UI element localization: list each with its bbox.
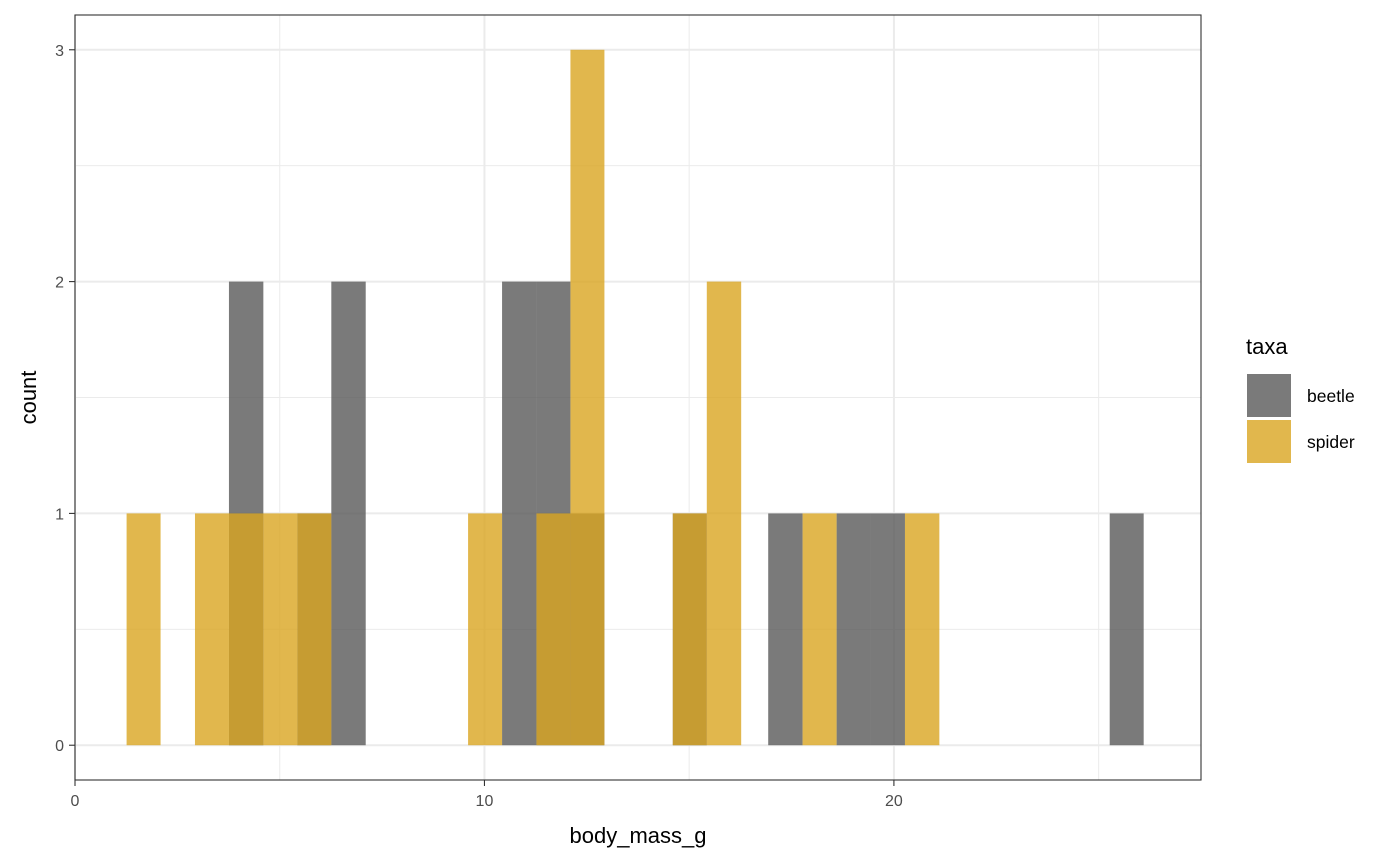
- bar-spider: [672, 513, 707, 746]
- bar-spider: [194, 513, 229, 746]
- bar-beetle: [870, 513, 905, 746]
- bar-beetle: [836, 513, 871, 746]
- y-tick-label: 1: [55, 506, 64, 523]
- y-tick-label: 3: [55, 43, 64, 60]
- legend-label-beetle: beetle: [1307, 386, 1355, 406]
- panel-border: [74, 14, 1202, 781]
- bar-spider: [126, 513, 161, 746]
- axes: 0 10 20 0 1 2 3: [55, 43, 903, 810]
- bar-beetle: [1109, 513, 1144, 746]
- legend-key-beetle: [1247, 374, 1291, 417]
- histogram-bars: [126, 49, 1144, 746]
- legend-items: beetle spider: [1247, 374, 1355, 463]
- bar-beetle: [768, 513, 803, 746]
- bar-spider: [536, 513, 571, 746]
- bar-beetle: [331, 281, 366, 746]
- bar-spider: [468, 513, 503, 746]
- legend-key-spider: [1247, 420, 1291, 463]
- bar-beetle: [502, 281, 537, 746]
- y-tick-label: 0: [55, 738, 64, 755]
- bar-spider: [706, 281, 742, 746]
- bar-spider: [802, 513, 837, 746]
- y-tick-label: 2: [55, 275, 64, 292]
- bar-spider: [904, 513, 940, 746]
- x-axis-title: body_mass_g: [570, 823, 707, 848]
- bar-spider: [263, 513, 298, 746]
- y-axis-title: count: [16, 371, 41, 425]
- x-tick-label: 0: [71, 793, 80, 810]
- legend-label-spider: spider: [1307, 432, 1355, 452]
- bar-spider: [228, 513, 264, 746]
- legend-title: taxa: [1246, 334, 1288, 359]
- legend: taxa beetle spider: [1246, 334, 1355, 463]
- x-tick-label: 10: [476, 793, 494, 810]
- x-tick-label: 20: [885, 793, 903, 810]
- bar-spider: [570, 49, 605, 746]
- bar-spider: [297, 513, 332, 746]
